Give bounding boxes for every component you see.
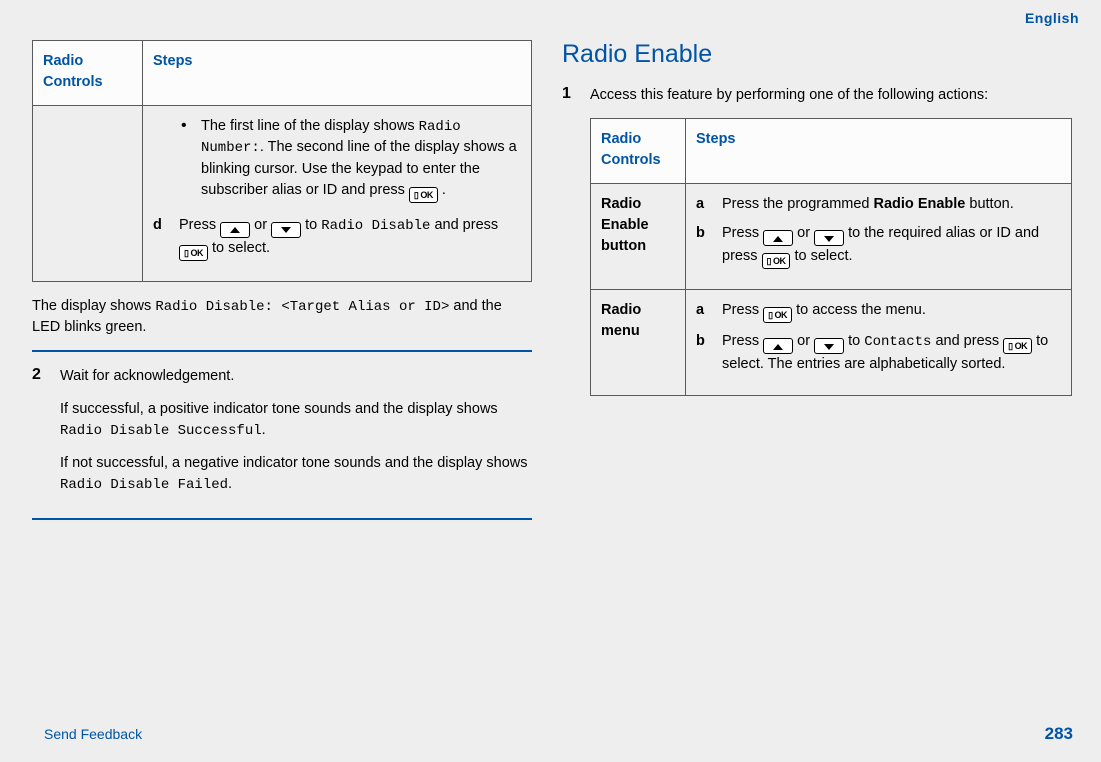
right-column: Radio Enable 1 Access this feature by pe…: [562, 40, 1072, 534]
send-feedback-link[interactable]: Send Feedback: [44, 726, 142, 742]
ok-button-icon: ▯ OK: [409, 187, 438, 203]
substep-d-text: Press or to Radio Disable and press ▯ OK…: [179, 215, 521, 261]
lcd-code: Contacts: [864, 334, 931, 350]
step2-text: Wait for acknowledgement.: [60, 366, 532, 387]
lcd-code: Radio Disable: [321, 218, 430, 234]
lcd-code: Radio Disable Successful: [60, 423, 262, 439]
substep-letter: d: [153, 215, 167, 261]
substep-letter: b: [696, 331, 710, 375]
left-column: Radio Controls Steps • The first line of…: [32, 40, 532, 534]
up-arrow-icon: [763, 338, 793, 354]
substep-text: Press the programmed Radio Enable button…: [722, 194, 1014, 215]
radio-enable-table: Radio Controls Steps Radio Enable button…: [590, 118, 1072, 396]
table-row: Radio menu a Press ▯ OK to access the me…: [591, 290, 1072, 396]
row-label: Radio menu: [591, 290, 686, 396]
table-row: Radio Enable button a Press the programm…: [591, 184, 1072, 290]
col-header-controls: Radio Controls: [33, 41, 143, 106]
fail-text: If not successful, a negative indicator …: [60, 453, 532, 495]
ok-button-icon: ▯ OK: [762, 253, 791, 269]
col-header-controls: Radio Controls: [591, 119, 686, 184]
col-header-steps: Steps: [686, 119, 1072, 184]
bullet-text: The first line of the display shows Radi…: [201, 116, 521, 203]
radio-disable-table: Radio Controls Steps • The first line of…: [32, 40, 532, 282]
down-arrow-icon: [814, 230, 844, 246]
row-label: Radio Enable button: [591, 184, 686, 290]
substep-letter: a: [696, 194, 710, 215]
divider: [32, 518, 532, 520]
table-row: • The first line of the display shows Ra…: [33, 106, 532, 282]
result-text: The display shows Radio Disable: <Target…: [32, 296, 532, 338]
step-number: 2: [32, 366, 46, 508]
language-label: English: [1025, 10, 1079, 26]
ok-button-icon: ▯ OK: [1003, 338, 1032, 354]
substep-text: Press ▯ OK to access the menu.: [722, 300, 926, 323]
step1-text: Access this feature by performing one of…: [590, 85, 1072, 106]
up-arrow-icon: [763, 230, 793, 246]
substep-letter: a: [696, 300, 710, 323]
page-number: 283: [1045, 724, 1073, 744]
up-arrow-icon: [220, 222, 250, 238]
substep-text: Press or to Contacts and press ▯ OK to s…: [722, 331, 1061, 375]
down-arrow-icon: [814, 338, 844, 354]
step-number: 1: [562, 85, 576, 410]
lcd-code: Radio Disable: <Target Alias or ID>: [155, 299, 449, 315]
ok-button-icon: ▯ OK: [763, 307, 792, 323]
down-arrow-icon: [271, 222, 301, 238]
section-title: Radio Enable: [562, 40, 1072, 69]
ok-button-icon: ▯ OK: [179, 245, 208, 261]
divider: [32, 350, 532, 352]
substep-letter: b: [696, 223, 710, 269]
substep-text: Press or to the required alias or ID and…: [722, 223, 1061, 269]
lcd-code: Radio Disable Failed: [60, 477, 228, 493]
bullet-icon: •: [181, 116, 191, 203]
col-header-steps: Steps: [143, 41, 532, 106]
success-text: If successful, a positive indicator tone…: [60, 399, 532, 441]
